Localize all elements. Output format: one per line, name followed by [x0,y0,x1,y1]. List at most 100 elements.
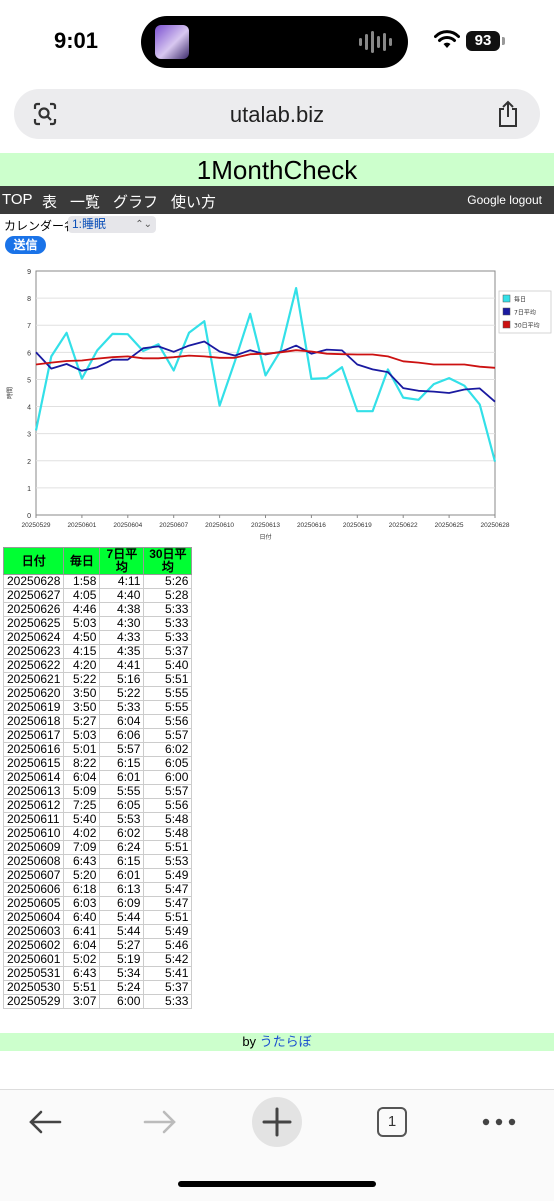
cell-30day: 5:47 [143,882,193,897]
cell-date: 20250617 [2,728,65,743]
y-tick-label: 4 [27,405,31,412]
table-row: 20250531 6:43 5:34 5:41 [2,966,193,981]
table-row: 20250626 4:46 4:38 5:33 [2,602,193,617]
legend-label: 毎日 [514,296,526,304]
cell-30day: 5:33 [143,630,193,645]
cell-30day: 5:33 [143,602,193,617]
table-row: 20250612 7:25 6:05 5:56 [2,798,193,813]
cell-7day: 6:04 [99,714,145,729]
address-bar[interactable]: utalab.biz [14,89,540,139]
cell-date: 20250618 [2,714,65,729]
y-tick-label: 6 [27,350,31,357]
x-tick-label: 20250601 [67,522,96,529]
cell-30day: 5:26 [143,574,193,589]
x-tick-label: 20250622 [389,522,418,529]
y-tick-label: 0 [27,513,31,520]
header-30day: 30日平均 [143,547,193,575]
lens-icon[interactable] [32,101,58,127]
cell-daily: 6:41 [63,924,101,939]
cell-daily: 5:20 [63,868,101,883]
table-row: 20250602 6:04 5:27 5:46 [2,938,193,953]
cell-date: 20250611 [2,812,65,827]
cell-date: 20250625 [2,616,65,631]
cell-30day: 5:37 [143,980,193,995]
cell-30day: 5:56 [143,798,193,813]
cell-7day: 6:02 [99,826,145,841]
share-icon[interactable] [496,100,520,128]
cell-daily: 7:25 [63,798,101,813]
footer: by うたらぼ [0,1033,554,1051]
x-tick-label: 20250625 [435,522,464,529]
y-axis-label: 時間 [6,387,14,399]
cell-daily: 1:58 [63,574,101,589]
calendar-select[interactable]: 1:睡眠 ⌃⌄ [68,216,156,233]
cell-30day: 5:33 [143,616,193,631]
cell-daily: 5:09 [63,784,101,799]
cell-30day: 6:05 [143,756,193,771]
nav-item-top[interactable]: TOP [2,191,33,208]
cell-daily: 6:03 [63,896,101,911]
table-row: 20250608 6:43 6:15 5:53 [2,854,193,869]
cell-date: 20250607 [2,868,65,883]
cell-daily: 5:51 [63,980,101,995]
table-row: 20250627 4:05 4:40 5:28 [2,588,193,603]
chevron-updown-icon: ⌃⌄ [135,219,152,230]
more-icon[interactable] [482,1118,516,1126]
cell-7day: 4:30 [99,616,145,631]
cell-daily: 5:03 [63,616,101,631]
table-row: 20250616 5:01 5:57 6:02 [2,742,193,757]
cell-daily: 3:50 [63,700,101,715]
cell-7day: 4:40 [99,588,145,603]
cell-7day: 6:09 [99,896,145,911]
cell-daily: 6:40 [63,910,101,925]
cell-date: 20250616 [2,742,65,757]
nav-item-graph[interactable]: グラフ [113,194,159,211]
tab-switcher-button[interactable]: 1 [377,1107,407,1137]
cell-daily: 5:40 [63,812,101,827]
home-indicator [178,1181,376,1187]
calendar-label: カレンダー名 [4,219,77,233]
cell-30day: 5:55 [143,700,193,715]
forward-arrow-icon[interactable] [143,1110,177,1134]
cell-date: 20250619 [2,700,65,715]
cell-30day: 6:00 [143,770,193,785]
submit-button[interactable]: 送信 [5,236,46,254]
new-tab-button[interactable] [252,1097,302,1147]
cell-daily: 8:22 [63,756,101,771]
nav-item-howto[interactable]: 使い方 [171,194,217,211]
status-bar: 9:01 93 [0,0,554,84]
cell-date: 20250622 [2,658,65,673]
plus-icon [262,1107,292,1137]
cell-7day: 6:05 [99,798,145,813]
cell-daily: 4:02 [63,826,101,841]
table-row: 20250613 5:09 5:55 5:57 [2,784,193,799]
nav-item-table[interactable]: 表 [42,194,58,211]
legend-label: 30日平均 [514,322,540,330]
series-line-3 [35,349,496,369]
y-tick-label: 5 [27,377,31,384]
table-row: 20250623 4:15 4:35 5:37 [2,644,193,659]
y-tick-label: 1 [27,486,31,493]
cell-30day: 5:57 [143,728,193,743]
cell-7day: 6:24 [99,840,145,855]
x-tick-label: 20250619 [343,522,372,529]
google-logout-link[interactable]: Google logout [467,193,542,207]
cell-7day: 5:44 [99,924,145,939]
legend-swatch [502,294,511,303]
cell-7day: 5:53 [99,812,145,827]
cell-30day: 5:49 [143,868,193,883]
cell-30day: 5:48 [143,826,193,841]
y-tick-label: 7 [27,323,31,330]
url-text[interactable]: utalab.biz [229,102,325,127]
table-row: 20250605 6:03 6:09 5:47 [2,896,193,911]
header-7day: 7日平均 [99,547,145,575]
footer-link[interactable]: うたらぼ [259,1034,312,1049]
main-nav: TOP 表 一覧 グラフ 使い方 Google logout [0,186,554,214]
table-row: 20250606 6:18 6:13 5:47 [2,882,193,897]
nav-item-list[interactable]: 一覧 [70,194,101,211]
cell-30day: 5:57 [143,784,193,799]
back-arrow-icon[interactable] [28,1110,62,1134]
legend-label: 7日平均 [514,309,536,317]
cell-30day: 5:53 [143,854,193,869]
dynamic-island[interactable] [141,16,408,68]
